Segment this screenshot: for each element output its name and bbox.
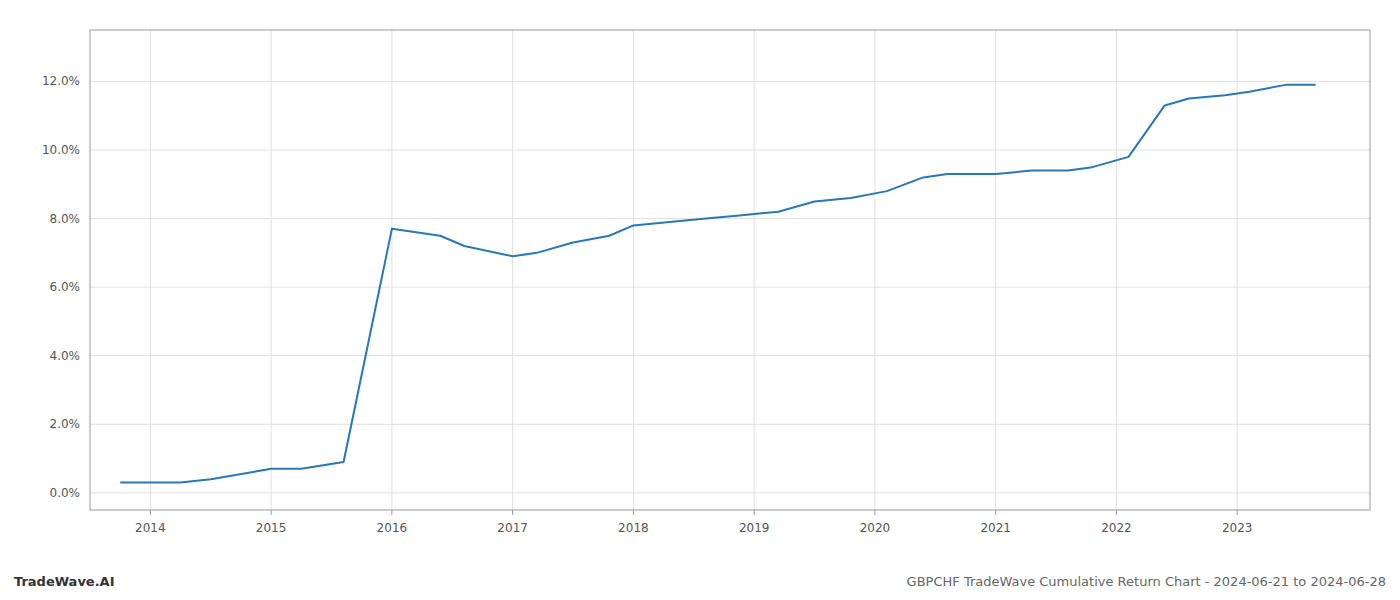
x-grid-line xyxy=(150,30,151,510)
y-grid-line xyxy=(90,218,1370,219)
data-layer xyxy=(120,85,1315,483)
x-tick-mark xyxy=(512,510,513,515)
axes: 0.0% 2.0% 4.0% 6.0% 8.0% 10.0% 12.0% 2014 2015 20… xyxy=(42,30,1370,535)
x-tick-mark xyxy=(995,510,996,515)
y-grid-line xyxy=(90,150,1370,151)
x-grid-line xyxy=(271,30,272,510)
y-grid-line xyxy=(90,287,1370,288)
footer-left: TradeWave.AI xyxy=(14,574,115,589)
y-tick-label: 10.0% xyxy=(42,143,80,157)
y-tick-label: 8.0% xyxy=(50,212,81,226)
x-tick-label: 2017 xyxy=(497,521,528,535)
x-tick-mark xyxy=(754,510,755,515)
x-tick-mark xyxy=(874,510,875,515)
x-tick-mark xyxy=(271,510,272,515)
y-grid-line xyxy=(90,355,1370,356)
x-grid-line xyxy=(1237,30,1238,510)
x-tick-label: 2019 xyxy=(739,521,770,535)
x-tick-label: 2023 xyxy=(1222,521,1253,535)
x-tick-label: 2018 xyxy=(618,521,649,535)
x-grid-line xyxy=(1116,30,1117,510)
x-tick-mark xyxy=(1116,510,1117,515)
chart-title: GBPCHF TradeWave Cumulative Return Chart… xyxy=(907,574,1386,589)
grid xyxy=(90,30,1370,510)
x-grid-line xyxy=(995,30,996,510)
x-tick-label: 2015 xyxy=(256,521,287,535)
x-tick-label: 2020 xyxy=(860,521,891,535)
x-tick-label: 2021 xyxy=(980,521,1011,535)
y-grid-line xyxy=(90,424,1370,425)
y-grid-line xyxy=(90,492,1370,493)
y-tick-label: 12.0% xyxy=(42,74,80,88)
x-tick-mark xyxy=(633,510,634,515)
x-tick-label: 2016 xyxy=(377,521,408,535)
y-tick-label: 0.0% xyxy=(50,486,81,500)
y-tick-label: 6.0% xyxy=(50,280,81,294)
chart-svg: 0.0% 2.0% 4.0% 6.0% 8.0% 10.0% 12.0% 2014 2015 20… xyxy=(0,0,1400,600)
y-grid-line xyxy=(90,81,1370,82)
x-grid-line xyxy=(391,30,392,510)
x-tick-label: 2022 xyxy=(1101,521,1132,535)
x-tick-label: 2014 xyxy=(135,521,166,535)
x-tick-mark xyxy=(1237,510,1238,515)
x-grid-line xyxy=(512,30,513,510)
return-line xyxy=(120,85,1315,483)
y-tick-label: 2.0% xyxy=(50,417,81,431)
y-tick-label: 4.0% xyxy=(50,349,81,363)
x-tick-mark xyxy=(391,510,392,515)
chart-container: 0.0% 2.0% 4.0% 6.0% 8.0% 10.0% 12.0% 2014 2015 20… xyxy=(0,0,1400,600)
plot-frame xyxy=(90,30,1370,510)
x-grid-line xyxy=(633,30,634,510)
x-tick-mark xyxy=(150,510,151,515)
x-grid-line xyxy=(754,30,755,510)
x-grid-line xyxy=(874,30,875,510)
